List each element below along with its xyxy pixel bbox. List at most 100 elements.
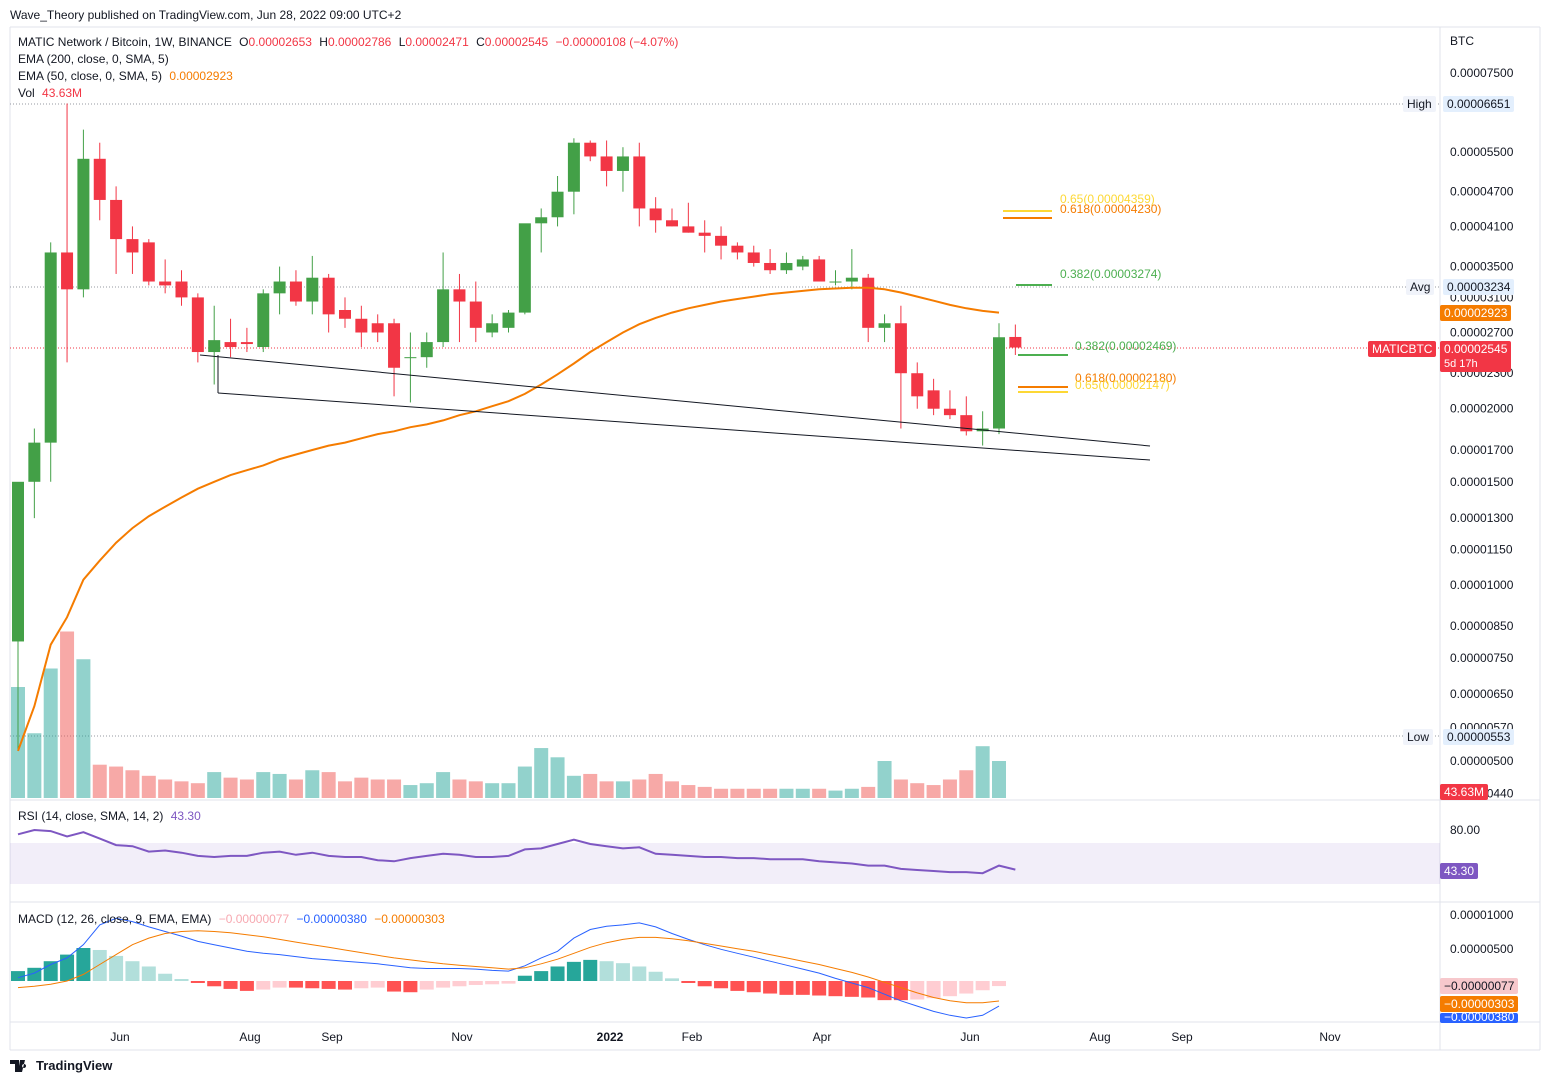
volume-bar bbox=[158, 779, 173, 798]
candle-body[interactable] bbox=[420, 342, 433, 358]
candle-body[interactable] bbox=[289, 281, 302, 302]
volume-bar bbox=[207, 772, 222, 798]
candle-body[interactable] bbox=[486, 323, 499, 333]
candle-body[interactable] bbox=[764, 262, 777, 271]
candle-body[interactable] bbox=[44, 252, 57, 443]
candle-body[interactable] bbox=[616, 156, 629, 171]
candle-body[interactable] bbox=[911, 373, 924, 397]
macd-histogram-bar bbox=[60, 954, 75, 981]
ema200-legend[interactable]: EMA (200, close, 0, SMA, 5) bbox=[18, 52, 169, 66]
macd-histogram-bar bbox=[125, 961, 140, 981]
rsi-legend[interactable]: RSI (14, close, SMA, 14, 2) 43.30 bbox=[18, 809, 201, 823]
low-label: L bbox=[398, 35, 406, 49]
candle-body[interactable] bbox=[780, 262, 793, 271]
volume-bar bbox=[926, 785, 941, 798]
candle-body[interactable] bbox=[469, 301, 482, 328]
macd-legend[interactable]: MACD (12, 26, close, 9, EMA, EMA) −0.000… bbox=[18, 912, 445, 926]
candle-body[interactable] bbox=[862, 277, 875, 328]
candle-body[interactable] bbox=[927, 390, 940, 409]
tradingview-footer[interactable]: TradingView bbox=[10, 1058, 112, 1073]
time-tick-3: Nov bbox=[451, 1030, 472, 1044]
volume-bar bbox=[975, 746, 990, 798]
candle-body[interactable] bbox=[1009, 336, 1022, 348]
candle-body[interactable] bbox=[813, 259, 826, 282]
volume-label: Vol bbox=[18, 86, 35, 100]
candle-body[interactable] bbox=[159, 281, 172, 286]
volume-bar bbox=[681, 785, 696, 798]
candle-body[interactable] bbox=[584, 142, 597, 157]
candle-body[interactable] bbox=[224, 342, 237, 348]
candle-body[interactable] bbox=[175, 281, 188, 298]
candle-body[interactable] bbox=[306, 277, 319, 302]
price-tick-10: 0.00001500 bbox=[1450, 475, 1514, 489]
candle-body[interactable] bbox=[551, 191, 564, 218]
rsi-axis-tick: 80.00 bbox=[1450, 823, 1481, 837]
candle-body[interactable] bbox=[404, 357, 417, 359]
candle-body[interactable] bbox=[77, 158, 90, 290]
candle-body[interactable] bbox=[371, 323, 384, 333]
candle-body[interactable] bbox=[28, 442, 41, 482]
volume-bar bbox=[468, 781, 483, 798]
macd-histogram-bar bbox=[779, 981, 794, 995]
candle-body[interactable] bbox=[878, 323, 891, 328]
last-price-value: 0.00002545 bbox=[1444, 342, 1508, 356]
volume-legend[interactable]: Vol 43.63M bbox=[18, 86, 82, 100]
candle-body[interactable] bbox=[731, 245, 744, 253]
candle-body[interactable] bbox=[437, 289, 450, 343]
macd-histogram-bar bbox=[403, 981, 418, 993]
candle-body[interactable] bbox=[208, 340, 221, 353]
candle-body[interactable] bbox=[796, 259, 809, 267]
candle-body[interactable] bbox=[110, 199, 123, 240]
candle-body[interactable] bbox=[993, 337, 1005, 429]
candle-body[interactable] bbox=[567, 142, 580, 192]
candle-body[interactable] bbox=[142, 242, 155, 282]
candle-body[interactable] bbox=[322, 277, 335, 315]
avg-tag: Avg bbox=[1406, 279, 1435, 295]
candle-body[interactable] bbox=[518, 223, 531, 313]
macd-histogram-bar bbox=[992, 981, 1006, 987]
symbol-name[interactable]: MATIC Network / Bitcoin, 1W, BINANCE bbox=[18, 35, 232, 49]
candle-body[interactable] bbox=[698, 232, 711, 236]
candle-body[interactable] bbox=[747, 252, 760, 263]
candle-body[interactable] bbox=[502, 312, 515, 328]
candle-body[interactable] bbox=[126, 239, 139, 253]
candle-body[interactable] bbox=[453, 289, 466, 302]
high-value: 0.00002786 bbox=[327, 35, 392, 49]
candle-body[interactable] bbox=[240, 342, 253, 345]
candle-body[interactable] bbox=[191, 297, 204, 353]
candle-body[interactable] bbox=[633, 156, 646, 209]
ticker-badge[interactable]: MATICBTC bbox=[1368, 341, 1437, 357]
volume-bar bbox=[141, 775, 156, 798]
candle-body[interactable] bbox=[682, 226, 695, 233]
open-label: O bbox=[239, 35, 249, 49]
candle-body[interactable] bbox=[273, 281, 286, 294]
candle-body[interactable] bbox=[960, 415, 973, 432]
candle-body[interactable] bbox=[943, 408, 956, 416]
candle-body[interactable] bbox=[93, 158, 106, 200]
channel-lower-line bbox=[217, 392, 1151, 461]
volume-bar bbox=[60, 631, 75, 798]
candle-body[interactable] bbox=[61, 252, 74, 290]
candle-body[interactable] bbox=[355, 318, 368, 333]
ema50-legend[interactable]: EMA (50, close, 0, SMA, 5) 0.00002923 bbox=[18, 69, 233, 83]
candle-body[interactable] bbox=[12, 481, 24, 642]
candle-body[interactable] bbox=[339, 310, 351, 319]
candle-body[interactable] bbox=[845, 277, 858, 282]
rsi-value: 43.30 bbox=[170, 809, 201, 823]
candle-body[interactable] bbox=[829, 281, 842, 283]
volume-bar bbox=[730, 788, 745, 798]
candle-body[interactable] bbox=[666, 220, 678, 227]
price-tick-1: 0.00005500 bbox=[1450, 145, 1514, 159]
candle-body[interactable] bbox=[715, 235, 728, 246]
candle-body[interactable] bbox=[388, 323, 401, 368]
time-tick-0: Jun bbox=[110, 1030, 129, 1044]
candle-body[interactable] bbox=[257, 293, 270, 348]
price-axis: 0.00007500 0.00005500 0.00004700 0.00004100… bbox=[1450, 66, 1514, 800]
candle-body[interactable] bbox=[600, 156, 613, 171]
macd-axis-tick-1: 0.00001000 bbox=[1450, 908, 1514, 922]
macd-histogram-bar bbox=[893, 981, 908, 1001]
candle-body[interactable] bbox=[894, 323, 907, 374]
candle-body[interactable] bbox=[649, 208, 662, 221]
candle-body[interactable] bbox=[535, 217, 548, 224]
